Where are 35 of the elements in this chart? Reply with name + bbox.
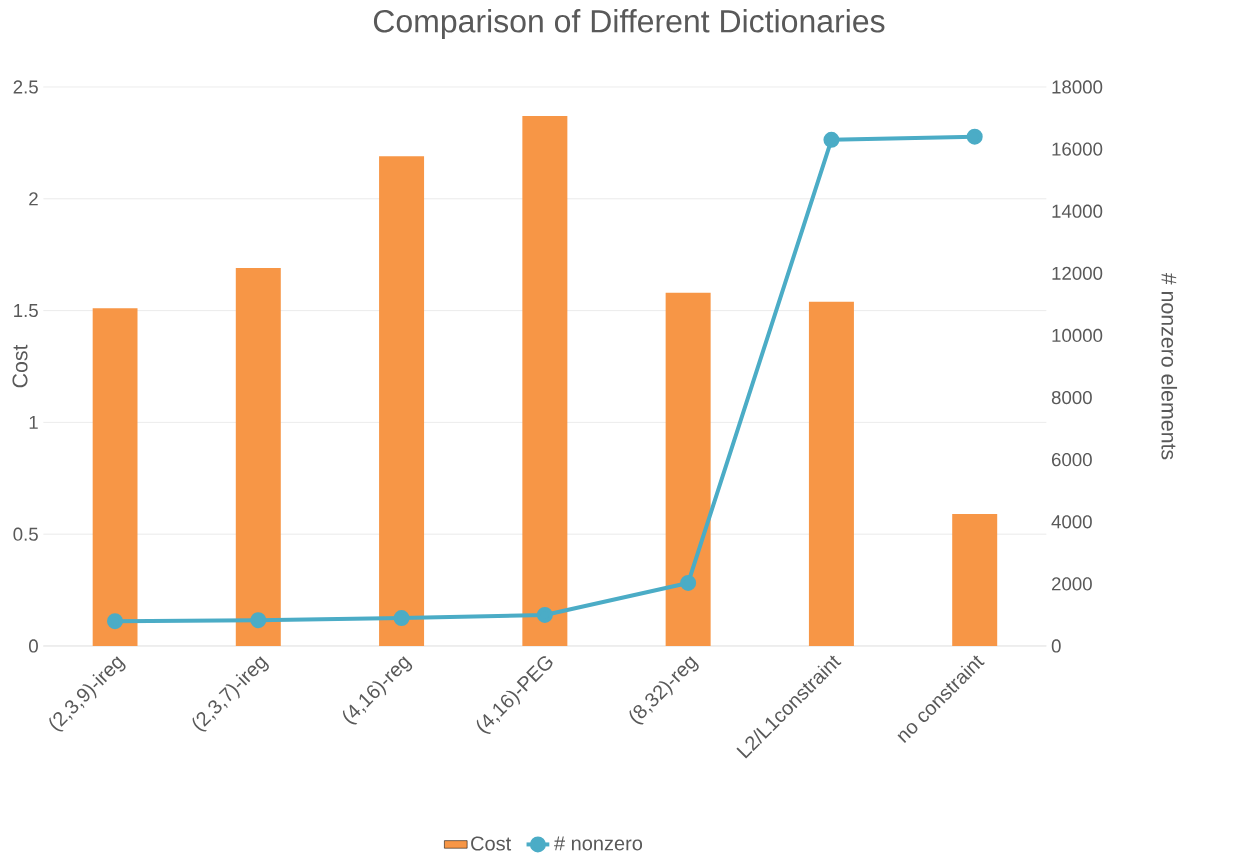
- bar: [665, 292, 711, 646]
- y-axis-title: Cost: [12, 344, 28, 388]
- y2-tick-label: 4000: [1051, 515, 1092, 529]
- bar: [522, 116, 568, 646]
- bar: [952, 514, 998, 646]
- y-tick-label: 0.5: [13, 527, 38, 541]
- y2-tick-label: 2000: [1052, 577, 1092, 591]
- y-tick-label: 1: [29, 415, 38, 429]
- y2-tick-label: 6000: [1052, 453, 1092, 467]
- y-tick-label: 2: [29, 192, 38, 206]
- legend-label: Cost: [471, 836, 512, 851]
- bar: [92, 308, 138, 646]
- chart-title: Comparison of Different Dictionaries: [373, 9, 885, 39]
- y2-tick-label: 8000: [1051, 390, 1092, 405]
- y-tick-label: 0: [29, 639, 38, 653]
- point: [107, 613, 124, 630]
- point: [536, 606, 553, 623]
- bar: [235, 268, 281, 646]
- point: [966, 128, 983, 145]
- bar: [808, 301, 854, 646]
- point: [250, 612, 267, 629]
- y2-axis-title: # nonzero elements: [1161, 272, 1178, 460]
- legend-label: # nonzero: [554, 836, 643, 851]
- y2-tick-label: 12000: [1052, 266, 1103, 280]
- y-tick-label: 2.5: [13, 80, 38, 94]
- y2-tick-label: 16000: [1052, 142, 1103, 156]
- y2-tick-label: 14000: [1052, 204, 1103, 218]
- bar: [379, 156, 425, 646]
- point: [680, 574, 697, 591]
- y2-tick-label: 0: [1051, 639, 1061, 653]
- point: [823, 131, 840, 148]
- y2-tick-label: 18000: [1052, 80, 1103, 94]
- point: [393, 610, 410, 627]
- y-tick-label: 1.5: [14, 304, 38, 318]
- y2-tick-label: 10000: [1052, 328, 1103, 343]
